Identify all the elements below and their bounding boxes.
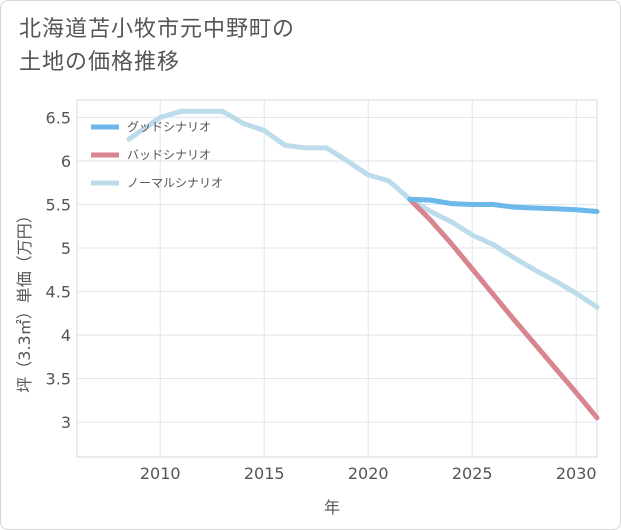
series-layer: [126, 108, 600, 421]
chart-title: 北海道苫小牧市元中野町の 土地の価格推移: [19, 13, 295, 79]
x-tick-label: 2025: [452, 464, 493, 483]
y-tick-label: 4: [61, 326, 71, 345]
y-tick-labels: 3 3.5 4 4.5 5 5.5 6 6.5: [46, 108, 71, 432]
y-tick-label: 3: [61, 413, 71, 432]
y-tick-label: 5.5: [46, 195, 71, 214]
legend-label: ノーマルシナリオ: [127, 176, 223, 190]
x-tick-label: 2015: [244, 464, 285, 483]
y-tick-label: 6.5: [46, 108, 71, 127]
chart-title-line-1: 北海道苫小牧市元中野町の: [19, 17, 296, 42]
series-line-2: [126, 108, 600, 310]
chart-title-line-2: 土地の価格推移: [19, 50, 181, 75]
series-line-0: [407, 196, 600, 214]
y-tick-label: 6: [61, 152, 71, 171]
x-tick-label: 2010: [140, 464, 181, 483]
legend-label: バッドシナリオ: [127, 148, 211, 162]
y-gridlines: [77, 116, 597, 423]
x-tick-label: 2030: [556, 464, 597, 483]
plot-background: [76, 99, 598, 458]
x-tick-labels: 2010 2015 2020 2025 2030: [140, 464, 597, 483]
x-axis-label: 年: [324, 498, 340, 517]
legend-label: グッドシナリオ: [127, 120, 211, 134]
series-line-1: [407, 196, 600, 421]
y-tick-label: 4.5: [46, 283, 71, 302]
y-axis-label: 坪（3.3㎡）単価（万円）: [15, 207, 34, 392]
y-tick-label: 3.5: [46, 370, 71, 389]
x-gridlines: [159, 100, 577, 457]
x-tick-label: 2020: [348, 464, 389, 483]
y-tick-label: 5: [61, 239, 71, 258]
